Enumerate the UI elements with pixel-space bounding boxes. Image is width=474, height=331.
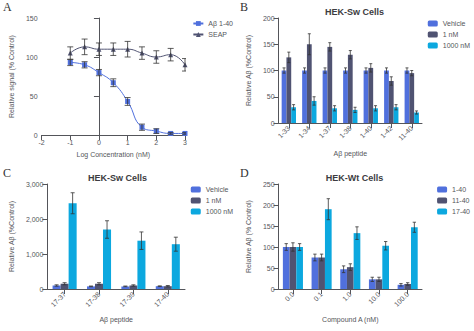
svg-text:1-33: 1-33 — [276, 124, 291, 139]
svg-text:Aβ peptide: Aβ peptide — [99, 316, 133, 324]
svg-text:-2: -2 — [38, 139, 44, 146]
svg-text:200: 200 — [263, 15, 275, 22]
svg-text:Aβ peptide: Aβ peptide — [333, 150, 367, 158]
svg-text:0: 0 — [271, 120, 275, 127]
svg-text:1-38: 1-38 — [338, 124, 353, 139]
svg-text:1-40: 1-40 — [452, 186, 466, 193]
svg-text:200: 200 — [263, 202, 275, 209]
svg-text:-1: -1 — [67, 139, 73, 146]
svg-text:Relative Aβ (%Control): Relative Aβ (%Control) — [8, 201, 16, 272]
svg-text:17-40: 17-40 — [153, 290, 171, 308]
svg-text:Compound A (nM): Compound A (nM) — [322, 316, 378, 324]
svg-text:Aβ 1-40: Aβ 1-40 — [208, 20, 233, 28]
svg-text:100: 100 — [263, 67, 275, 74]
svg-text:1-40: 1-40 — [358, 124, 373, 139]
svg-text:1-42: 1-42 — [379, 124, 394, 139]
svg-text:3: 3 — [183, 139, 187, 146]
svg-text:Vehicle: Vehicle — [443, 20, 466, 27]
svg-text:0: 0 — [271, 286, 275, 293]
svg-text:A: A — [3, 0, 12, 14]
svg-text:2: 2 — [154, 139, 158, 146]
svg-text:1 nM: 1 nM — [443, 31, 459, 38]
svg-text:100: 100 — [263, 244, 275, 251]
svg-text:250: 250 — [263, 181, 275, 188]
svg-text:0: 0 — [40, 286, 44, 293]
svg-text:11-40: 11-40 — [397, 124, 414, 141]
svg-text:1,000: 1,000 — [26, 251, 44, 258]
svg-text:50: 50 — [267, 93, 275, 100]
svg-text:11-40: 11-40 — [452, 197, 469, 204]
svg-text:0.0: 0.0 — [284, 290, 296, 302]
svg-text:2,000: 2,000 — [26, 216, 44, 223]
svg-text:0: 0 — [34, 132, 38, 139]
svg-text:100: 100 — [26, 54, 38, 61]
svg-text:1 nM: 1 nM — [206, 197, 222, 204]
svg-text:Relative Aβ (%Control): Relative Aβ (%Control) — [245, 35, 253, 106]
svg-text:HEK-Sw Cells: HEK-Sw Cells — [88, 173, 147, 183]
svg-text:0.1: 0.1 — [312, 290, 324, 302]
svg-text:50: 50 — [30, 93, 38, 100]
svg-text:100.0: 100.0 — [393, 290, 410, 307]
svg-text:Log Concentration (nM): Log Concentration (nM) — [77, 151, 151, 159]
svg-text:150: 150 — [263, 41, 275, 48]
svg-text:17-37: 17-37 — [50, 290, 68, 308]
svg-text:1: 1 — [126, 139, 130, 146]
svg-text:1000 nM: 1000 nM — [443, 42, 470, 49]
svg-text:10.0: 10.0 — [367, 290, 382, 305]
svg-text:C: C — [3, 166, 11, 180]
svg-text:HEK-Sw Cells: HEK-Sw Cells — [325, 7, 384, 17]
svg-text:150: 150 — [26, 15, 38, 22]
svg-text:17-39: 17-39 — [118, 290, 136, 308]
svg-text:B: B — [240, 0, 248, 14]
svg-text:50: 50 — [267, 265, 275, 272]
svg-text:SEAP: SEAP — [208, 31, 227, 38]
svg-text:0: 0 — [97, 139, 101, 146]
svg-text:3,000: 3,000 — [26, 181, 44, 188]
svg-text:1-34: 1-34 — [297, 124, 312, 139]
svg-text:HEK-Wt Cells: HEK-Wt Cells — [326, 173, 384, 183]
svg-text:Relative Aβ (% Control): Relative Aβ (% Control) — [245, 200, 253, 273]
svg-text:1.0: 1.0 — [341, 290, 353, 302]
svg-text:Relative signal (% Control): Relative signal (% Control) — [8, 35, 16, 118]
svg-text:17-38: 17-38 — [84, 290, 102, 308]
svg-text:1-37: 1-37 — [317, 124, 332, 139]
svg-text:1000 nM: 1000 nM — [206, 208, 233, 215]
svg-text:17-40: 17-40 — [452, 208, 470, 215]
svg-text:D: D — [240, 166, 249, 180]
svg-text:Vehicle: Vehicle — [206, 186, 229, 193]
svg-text:150: 150 — [263, 223, 275, 230]
